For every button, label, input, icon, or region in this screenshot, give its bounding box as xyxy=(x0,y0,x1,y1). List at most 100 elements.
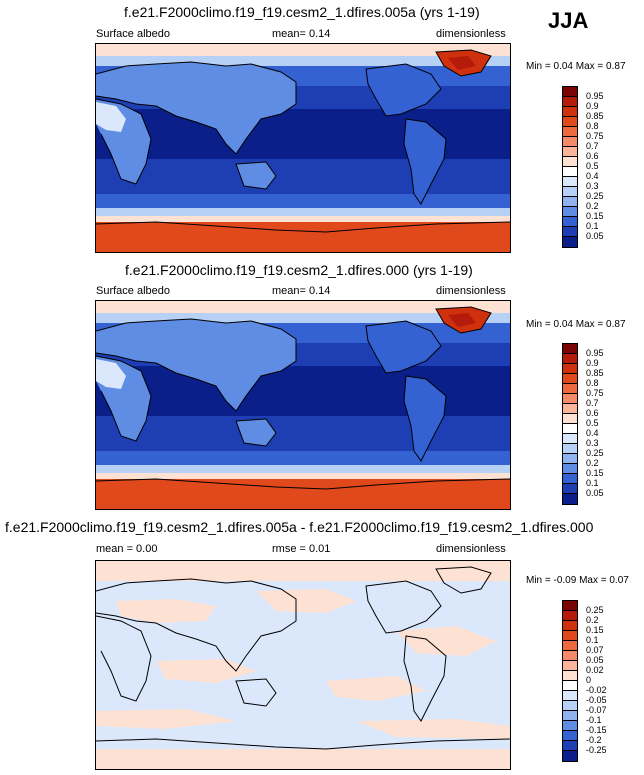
panel-1-mean: mean= 0.14 xyxy=(272,28,331,40)
panel-3-title: f.e21.F2000climo.f19_f19.cesm2_1.dfires.… xyxy=(5,519,594,535)
panel-3-minmax: Min = -0.09 Max = 0.07 xyxy=(526,575,629,586)
colorbar-tick-label: 0.8 xyxy=(586,121,599,131)
colorbar-tick-label: 0.7 xyxy=(586,398,599,408)
colorbar-swatch xyxy=(563,127,577,137)
colorbar-tick-label: -0.25 xyxy=(586,745,607,755)
colorbar-tick-label: -0.02 xyxy=(586,685,607,695)
colorbar-swatch xyxy=(563,721,577,731)
colorbar-swatch xyxy=(563,137,577,147)
colorbar-tick-label: -0.1 xyxy=(586,715,602,725)
colorbar-tick-label: -0.05 xyxy=(586,695,607,705)
panel-2-title: f.e21.F2000climo.f19_f19.cesm2_1.dfires.… xyxy=(125,262,473,278)
colorbar-swatch xyxy=(563,404,577,414)
colorbar-swatch xyxy=(563,751,577,761)
colorbar-swatch xyxy=(563,671,577,681)
sahara xyxy=(96,102,126,132)
colorbar-swatch xyxy=(563,187,577,197)
arctic-band xyxy=(96,44,510,56)
colorbar-tick-label: 0 xyxy=(586,675,592,685)
colorbar-swatch xyxy=(563,691,577,701)
colorbar-swatch xyxy=(563,741,577,751)
colorbar-tick-label: 0.7 xyxy=(586,141,599,151)
colorbar-tick-label: 0.05 xyxy=(586,655,604,665)
colorbar-swatch xyxy=(563,414,577,424)
colorbar-swatch xyxy=(563,681,577,691)
colorbar-tick-label: 0.25 xyxy=(586,605,604,615)
colorbar-tick-label: 0.9 xyxy=(586,101,599,111)
colorbar-tick-label: -0.07 xyxy=(586,705,607,715)
colorbar-swatch xyxy=(563,147,577,157)
colorbar-tick-label: 0.85 xyxy=(586,111,604,121)
colorbar-tick-label: 0.75 xyxy=(586,388,604,398)
colorbar-swatch xyxy=(563,157,577,167)
colorbar-swatch xyxy=(563,621,577,631)
sahara xyxy=(96,359,126,389)
colorbar-swatch xyxy=(563,494,577,504)
colorbar-swatch xyxy=(563,167,577,177)
panel-1-colorbar xyxy=(562,86,578,248)
colorbar-tick-label: 0.2 xyxy=(586,615,599,625)
colorbar-swatch xyxy=(563,97,577,107)
colorbar-swatch xyxy=(563,434,577,444)
colorbar-tick-label: 0.07 xyxy=(586,645,604,655)
colorbar-tick-label: 0.9 xyxy=(586,358,599,368)
colorbar-swatch xyxy=(563,651,577,661)
colorbar-swatch xyxy=(563,701,577,711)
panel-2-map xyxy=(95,300,511,510)
arctic-band xyxy=(96,301,510,313)
colorbar-swatch xyxy=(563,374,577,384)
colorbar-swatch xyxy=(563,474,577,484)
colorbar-swatch xyxy=(563,484,577,494)
colorbar-tick-label: 0.95 xyxy=(586,91,604,101)
colorbar-tick-label: 0.15 xyxy=(586,625,604,635)
colorbar-swatch xyxy=(563,711,577,721)
north-america xyxy=(366,321,441,373)
season-label: JJA xyxy=(548,8,589,33)
colorbar-tick-label: 0.4 xyxy=(586,428,599,438)
panel-3-rmse: rmse = 0.01 xyxy=(272,543,331,555)
north-america xyxy=(366,64,441,116)
panel-1-variable-label: Surface albedo xyxy=(96,28,170,40)
south-america xyxy=(404,119,446,204)
colorbar-swatch xyxy=(563,731,577,741)
colorbar-swatch xyxy=(563,601,577,611)
colorbar-tick-label: 0.4 xyxy=(586,171,599,181)
panel-2-units: dimensionless xyxy=(436,285,506,297)
colorbar-swatch xyxy=(563,177,577,187)
south-america xyxy=(404,376,446,461)
panel-2-mean: mean= 0.14 xyxy=(272,285,331,297)
colorbar-swatch xyxy=(563,661,577,671)
colorbar-tick-label: 0.6 xyxy=(586,151,599,161)
colorbar-tick-label: 0.5 xyxy=(586,418,599,428)
panel-1-map xyxy=(95,43,511,253)
colorbar-tick-label: -0.15 xyxy=(586,725,607,735)
australia xyxy=(236,419,276,446)
colorbar-swatch xyxy=(563,424,577,434)
colorbar-tick-label: 0.1 xyxy=(586,478,599,488)
panel-2-variable-label: Surface albedo xyxy=(96,285,170,297)
colorbar-swatch xyxy=(563,354,577,364)
colorbar-tick-label: 0.05 xyxy=(586,231,604,241)
panel-2-colorbar xyxy=(562,343,578,505)
colorbar-tick-label: 0.2 xyxy=(586,201,599,211)
panel-1-title: f.e21.F2000climo.f19_f19.cesm2_1.dfires.… xyxy=(124,4,480,20)
panel-1-units: dimensionless xyxy=(436,28,506,40)
antarctic-band xyxy=(96,222,510,252)
colorbar-tick-label: 0.1 xyxy=(586,221,599,231)
colorbar-tick-label: 0.6 xyxy=(586,408,599,418)
colorbar-tick-label: 0.25 xyxy=(586,191,604,201)
panel-3-colorbar xyxy=(562,600,578,762)
eurasia xyxy=(96,62,296,154)
colorbar-swatch xyxy=(563,464,577,474)
colorbar-swatch xyxy=(563,394,577,404)
tropical-ocean xyxy=(96,366,510,416)
eurasia xyxy=(96,319,296,411)
colorbar-swatch xyxy=(563,197,577,207)
colorbar-tick-label: 0.75 xyxy=(586,131,604,141)
colorbar-tick-label: 0.1 xyxy=(586,635,599,645)
colorbar-tick-label: 0.15 xyxy=(586,211,604,221)
colorbar-swatch xyxy=(563,384,577,394)
colorbar-tick-label: -0.2 xyxy=(586,735,602,745)
colorbar-swatch xyxy=(563,107,577,117)
tropical-ocean xyxy=(96,109,510,159)
